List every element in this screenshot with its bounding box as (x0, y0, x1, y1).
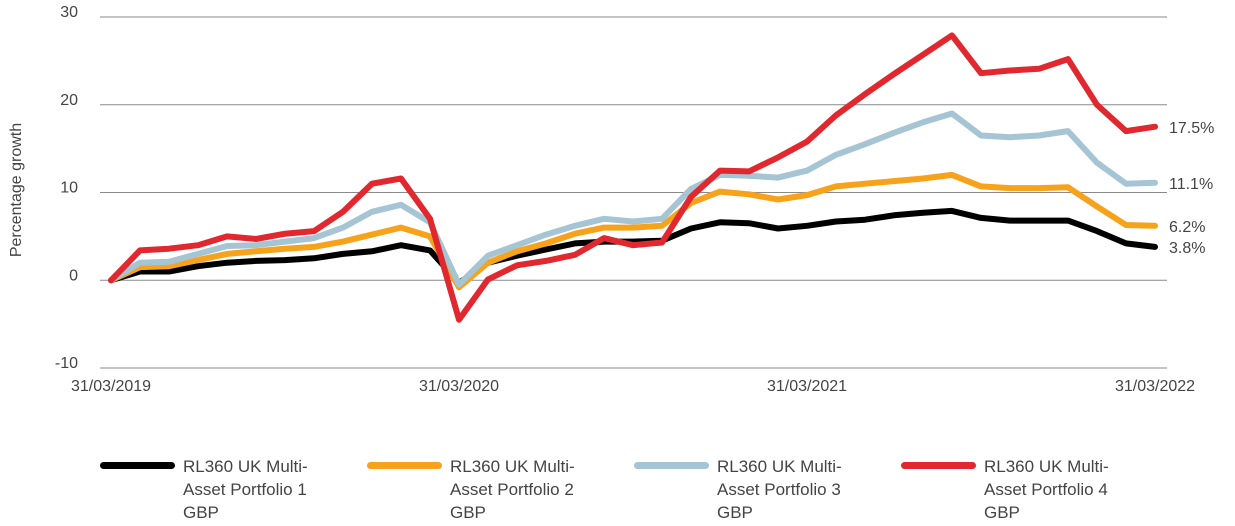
y-tick-label: 30 (60, 4, 78, 21)
x-tick-label: 31/03/2020 (419, 378, 499, 395)
y-axis-label: Percentage growth (8, 123, 25, 257)
x-tick-label: 31/03/2019 (71, 378, 151, 395)
legend-swatch (100, 462, 175, 469)
end-value-label: 3.8% (1169, 240, 1205, 257)
end-value-label: 11.1% (1169, 176, 1213, 193)
y-tick-label: -10 (55, 355, 78, 372)
y-tick-label: 0 (69, 267, 78, 284)
series-line (108, 207, 1158, 286)
legend-swatch (901, 462, 976, 469)
series-line (108, 32, 1158, 323)
legend-label: RL360 UK Multi-Asset Portfolio 4 GBP (984, 457, 1109, 522)
legend-label: RL360 UK Multi-Asset Portfolio 1 GBP (183, 457, 308, 522)
end-value-label: 17.5% (1169, 120, 1214, 137)
legend-swatch (634, 462, 709, 469)
chart: Percentage growth -10 0 10 20 30 31/03/2019 31… (8, 4, 1214, 395)
series-line (108, 171, 1158, 291)
legend-label: RL360 UK Multi-Asset Portfolio 2 GBP (450, 457, 575, 522)
end-value-label: 6.2% (1169, 219, 1205, 236)
x-tick-label: 31/03/2022 (1115, 378, 1195, 395)
y-tick-label: 20 (60, 92, 78, 109)
legend-swatch (367, 462, 442, 469)
series-line (108, 110, 1158, 288)
y-tick-label: 10 (60, 180, 78, 197)
x-tick-label: 31/03/2021 (767, 378, 847, 395)
legend-label: RL360 UK Multi-Asset Portfolio 3 GBP (717, 457, 842, 522)
legend: RL360 UK Multi-Asset Portfolio 1 GBP RL36… (0, 455, 1235, 526)
